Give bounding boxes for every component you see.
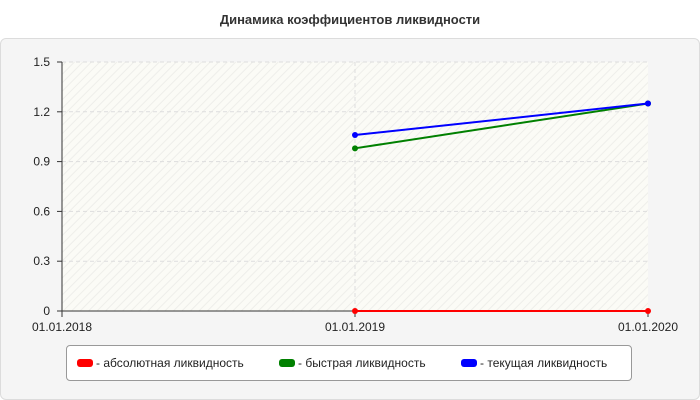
legend-item-quick: - быстрая ликвидность [279,355,426,371]
legend-swatch-absolute [77,359,93,367]
series-point-2 [352,132,358,139]
series-point-1 [352,145,358,152]
series-line-1 [354,102,649,150]
x-tick-label: 01.01.2018 [32,320,92,334]
series-point-2 [645,100,651,107]
legend-item-absolute: - абсолютная ликвидность [77,355,244,371]
y-tick-label: 1.5 [33,55,50,69]
chart-title: Динамика коэффициентов ликвидности [219,12,481,27]
series-point-0 [352,308,358,314]
y-tick-label: 1.2 [33,105,50,119]
legend-swatch-quick [279,359,295,367]
series-line-2 [354,102,649,137]
legend-label-quick: - быстрая ликвидность [298,356,426,370]
plot-area [62,62,648,311]
y-tick-label: 0 [43,304,50,318]
x-tick-label: 01.01.2019 [325,320,385,334]
y-tick-label: 0.9 [33,155,50,169]
line-chart: 0 0.3 0.6 0.9 1.2 1.5 01.01.2018 01.01.2019 01.0… [32,55,678,334]
x-tick-label: 01.01.2020 [618,320,678,334]
legend-label-current: - текущая ликвидность [480,356,608,370]
y-tick-label: 0.3 [33,254,50,268]
chart-legend: - абсолютная ликвидность - быстрая ликви… [66,345,632,381]
legend-swatch-current [461,359,477,367]
series-point-0 [645,308,651,314]
legend-label-absolute: - абсолютная ликвидность [96,356,244,370]
legend-item-current: - текущая ликвидность [461,355,607,371]
y-tick-label: 0.6 [33,204,50,218]
